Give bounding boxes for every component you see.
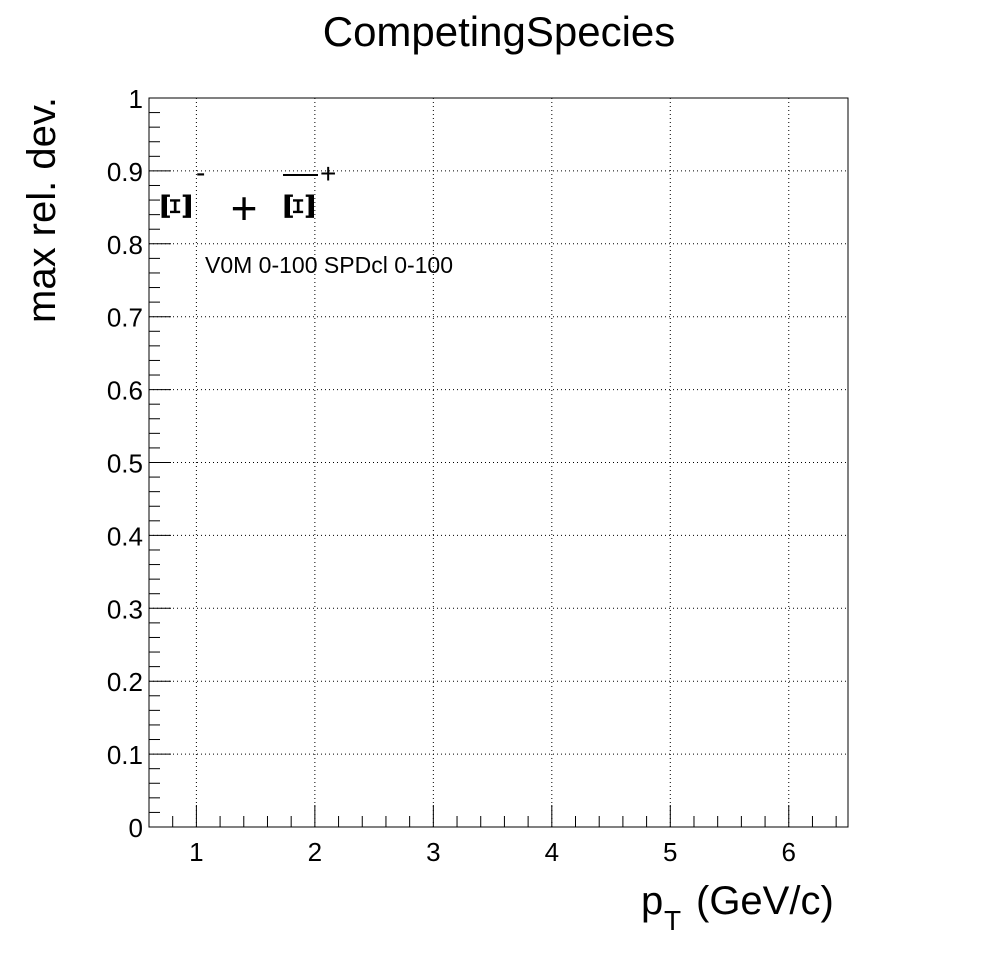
y-tick-label: 0.7 — [107, 303, 143, 333]
x-tick-labels: 1 2 3 4 5 6 — [189, 837, 796, 867]
x-tick-label: 1 — [189, 837, 203, 867]
y-tick-label: 0.5 — [107, 449, 143, 479]
x-axis-label-main: p — [641, 879, 663, 923]
y-tick-label: 0 — [129, 813, 143, 843]
y-axis-label: max rel. dev. — [20, 97, 64, 323]
chart-title: CompetingSpecies — [323, 8, 676, 55]
xi-minus-symbol: Ξ — [154, 192, 201, 220]
x-axis-label: p T (GeV/c) — [641, 879, 834, 936]
x-tick-label: 2 — [308, 837, 322, 867]
y-tick-labels: 0 0.1 0.2 0.3 0.4 0.5 0.6 0.7 0.8 0.9 1 — [107, 84, 143, 843]
xi-plus-charge: + — [320, 158, 336, 189]
y-tick-label: 0.9 — [107, 157, 143, 187]
particle-annotation: Ξ - + Ξ + — [154, 157, 336, 234]
selection-label: V0M 0-100 SPDcl 0-100 — [205, 252, 453, 278]
x-tick-label: 5 — [663, 837, 677, 867]
xi-minus-charge: - — [196, 157, 205, 188]
y-tick-label: 0.1 — [107, 740, 143, 770]
y-tick-label: 0.2 — [107, 667, 143, 697]
x-tick-label: 3 — [426, 837, 440, 867]
y-tick-label: 0.6 — [107, 376, 143, 406]
x-axis-label-sub: T — [664, 905, 681, 936]
xi-plus-symbol: Ξ — [277, 192, 324, 220]
plus-sign: + — [231, 182, 258, 234]
x-tick-label: 4 — [545, 837, 559, 867]
y-tick-label: 1 — [129, 84, 143, 114]
x-axis-label-units: (GeV/c) — [696, 879, 834, 923]
x-tick-label: 6 — [782, 837, 796, 867]
axis-ticks — [148, 97, 837, 828]
y-tick-label: 0.3 — [107, 594, 143, 624]
y-tick-label: 0.4 — [107, 521, 143, 551]
y-tick-label: 0.8 — [107, 230, 143, 260]
